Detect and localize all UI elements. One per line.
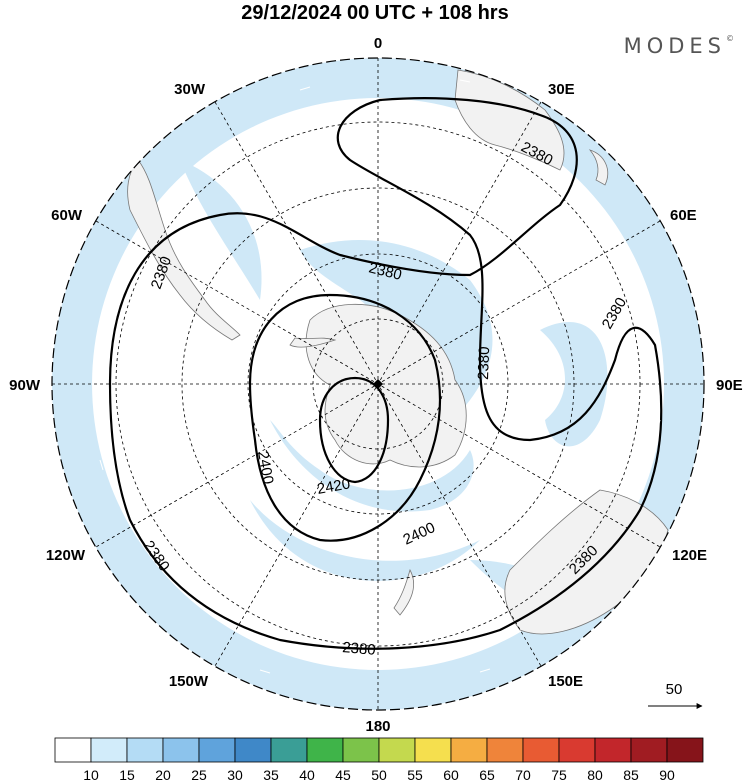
inner-jet-patch bbox=[270, 420, 474, 512]
colorbar-swatch bbox=[378, 737, 416, 763]
colorbar-swatch bbox=[162, 737, 200, 763]
lon-label-90e: 90E bbox=[716, 377, 743, 394]
colorbar-swatch bbox=[630, 737, 668, 763]
contour-label: 2400 bbox=[254, 450, 277, 486]
madagascar bbox=[588, 149, 609, 186]
wind-vector bbox=[299, 86, 311, 91]
lon-label-30w: 30W bbox=[174, 81, 206, 98]
australia bbox=[504, 489, 669, 635]
lon-label-150w: 150W bbox=[169, 673, 209, 690]
africa bbox=[454, 69, 565, 171]
lon-label-90w: 90W bbox=[9, 377, 41, 394]
wind-vector bbox=[99, 459, 104, 471]
lon-label-60w: 60W bbox=[51, 207, 83, 224]
colorbar-swatch bbox=[306, 737, 344, 763]
contour-2420 bbox=[318, 376, 390, 484]
colorbar-tick-label: 90 bbox=[659, 767, 675, 782]
colorbar-swatch bbox=[198, 737, 236, 763]
brand-text: MODES bbox=[623, 34, 726, 58]
reference-vector-label: 50 bbox=[666, 681, 683, 698]
lon-label-150e: 150E bbox=[548, 673, 583, 690]
modes-logo: MODES© bbox=[624, 34, 734, 58]
colorbar-tick-label: 60 bbox=[443, 767, 459, 782]
colorbar-tick-label: 80 bbox=[587, 767, 603, 782]
lon-label-30e: 30E bbox=[548, 81, 575, 98]
colorbar-tick-label: 30 bbox=[227, 767, 243, 782]
colorbar-swatch bbox=[594, 737, 632, 763]
contour-label: 2380 bbox=[342, 639, 377, 659]
colorbar-tick-label: 50 bbox=[371, 767, 387, 782]
lon-label-60e: 60E bbox=[670, 207, 697, 224]
brand-mark: © bbox=[726, 34, 734, 43]
colorbar-tick-label: 10 bbox=[83, 767, 99, 782]
colorbar-tick-label: 55 bbox=[407, 767, 423, 782]
lon-label-0: 0 bbox=[374, 35, 382, 52]
colorbar-tick-label: 20 bbox=[155, 767, 171, 782]
wind-vector bbox=[116, 299, 121, 311]
inner-jet-patch bbox=[250, 500, 480, 581]
colorbar-swatch bbox=[342, 737, 380, 763]
colorbar-tick-label: 75 bbox=[551, 767, 567, 782]
wind-vector bbox=[259, 669, 271, 674]
reference-vector: 50 bbox=[648, 681, 703, 709]
wind-vectors bbox=[99, 79, 661, 674]
colorbar-tick-label: 85 bbox=[623, 767, 639, 782]
colorbar-swatch bbox=[522, 737, 560, 763]
colorbar-tick-label: 25 bbox=[191, 767, 207, 782]
colorbar-swatch bbox=[90, 737, 128, 763]
south-america bbox=[127, 159, 241, 341]
map-border bbox=[51, 57, 705, 711]
pole-marker bbox=[373, 379, 383, 389]
antarctic-peninsula bbox=[289, 337, 337, 348]
colorbar-tick-label: 15 bbox=[119, 767, 135, 782]
colorbar-swatch bbox=[486, 737, 524, 763]
colorbar-swatch bbox=[270, 737, 308, 763]
lon-label-120w: 120W bbox=[46, 547, 86, 564]
wind-vector bbox=[459, 79, 471, 83]
wind-vector bbox=[639, 299, 644, 311]
longitude-labels: 0 30W 30E 60W 60E 90W 90E 120W 120E 150W… bbox=[9, 35, 743, 735]
colorbar-tick-label: 65 bbox=[479, 767, 495, 782]
colorbar-swatch bbox=[666, 737, 704, 763]
height-contours bbox=[108, 97, 663, 650]
colorbar-swatch bbox=[414, 737, 452, 763]
colorbar-tick-label: 40 bbox=[299, 767, 315, 782]
contour-2400 bbox=[248, 293, 442, 542]
lon-label-120e: 120E bbox=[672, 547, 707, 564]
contour-label: 2380 bbox=[475, 346, 493, 380]
wind-vector bbox=[479, 668, 491, 673]
colorbar-swatch bbox=[450, 737, 488, 763]
colorbar-swatch bbox=[126, 737, 164, 763]
new-zealand bbox=[393, 568, 414, 616]
colorbar-swatch bbox=[54, 737, 92, 763]
map-title: 29/12/2024 00 UTC + 108 hrs bbox=[241, 2, 509, 24]
colorbar-tick-label: 45 bbox=[335, 767, 351, 782]
colorbar-tick-label: 35 bbox=[263, 767, 279, 782]
inner-jet-patch bbox=[180, 160, 262, 300]
colorbar-swatch bbox=[234, 737, 272, 763]
wind-vector bbox=[656, 419, 661, 431]
colorbar-tick-label: 70 bbox=[515, 767, 531, 782]
contour-2380 bbox=[108, 97, 663, 650]
colorbar-swatch bbox=[558, 737, 596, 763]
lon-label-180: 180 bbox=[365, 718, 390, 735]
contour-label: 2420 bbox=[316, 475, 352, 498]
land-masses bbox=[127, 69, 669, 635]
colorbar: 10 15 20 25 30 35 40 45 50 55 60 65 70 75 80 85 90 bbox=[54, 737, 704, 782]
